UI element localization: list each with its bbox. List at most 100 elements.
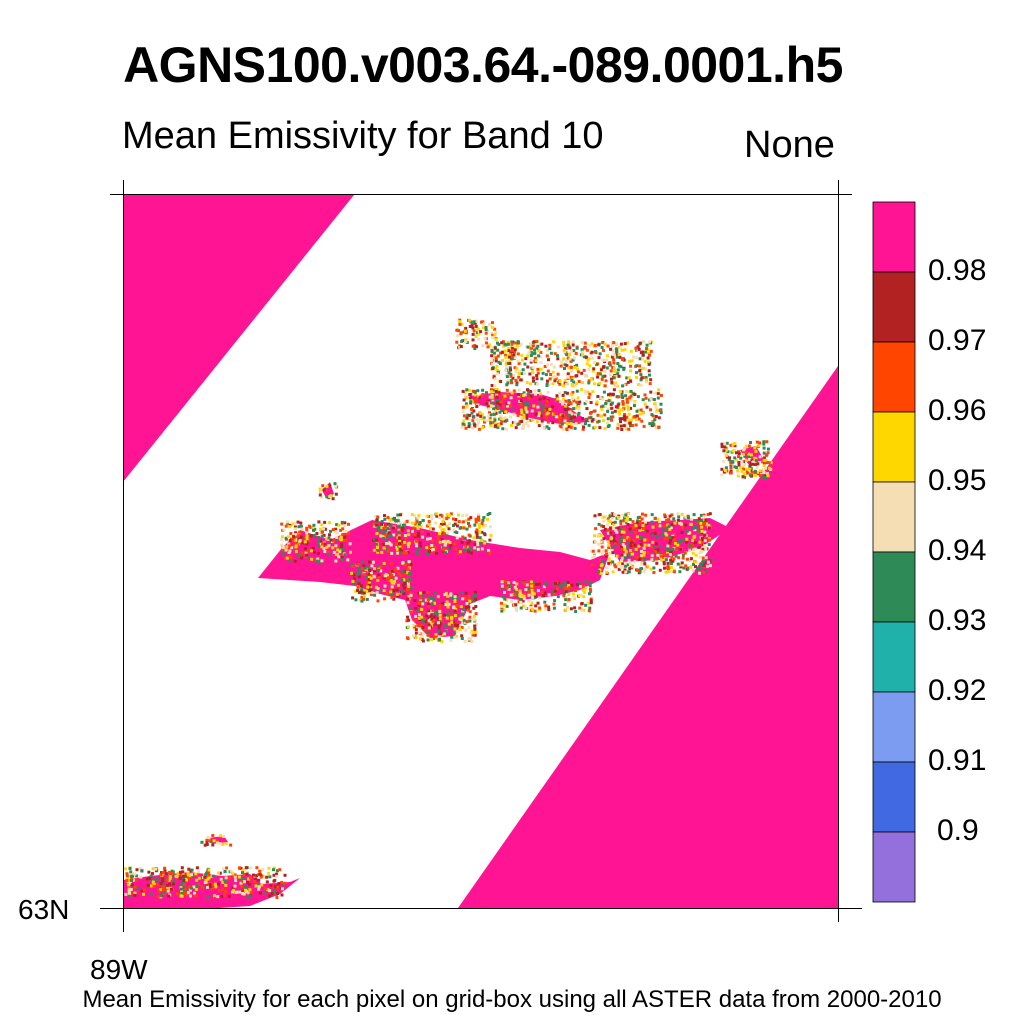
speckle-pixel xyxy=(505,372,509,376)
speckle-pixel xyxy=(348,542,352,546)
speckle-pixel xyxy=(655,561,659,565)
speckle-pixel xyxy=(386,516,390,520)
speckle-pixel xyxy=(396,551,400,555)
speckle-pixel xyxy=(252,873,255,877)
speckle-pixel xyxy=(669,538,672,542)
speckle-pixel xyxy=(615,530,619,534)
speckle-pixel xyxy=(577,594,581,598)
speckle-pixel xyxy=(508,366,512,370)
speckle-pixel xyxy=(400,546,404,550)
speckle-pixel xyxy=(249,894,253,898)
speckle-pixel xyxy=(444,541,448,545)
speckle-pixel xyxy=(243,885,247,889)
speckle-pixel xyxy=(589,416,593,420)
speckle-pixel xyxy=(467,550,470,554)
speckle-pixel xyxy=(493,384,497,388)
speckle-pixel xyxy=(646,551,650,555)
speckle-pixel xyxy=(534,359,538,363)
speckle-pixel xyxy=(464,396,468,400)
speckle-pixel xyxy=(496,372,499,376)
speckle-pixel xyxy=(600,377,604,381)
speckle-pixel xyxy=(569,402,573,406)
speckle-pixel xyxy=(417,546,421,550)
speckle-pixel xyxy=(379,589,383,593)
speckle-pixel xyxy=(396,517,400,521)
speckle-pixel xyxy=(181,874,185,878)
speckle-pixel xyxy=(584,580,588,584)
speckle-pixel xyxy=(386,522,390,526)
speckle-pixel xyxy=(666,561,670,565)
speckle-pixel xyxy=(501,427,505,431)
speckle-pixel xyxy=(452,605,456,609)
speckle-pixel xyxy=(492,407,496,411)
speckle-pixel xyxy=(263,891,267,895)
speckle-pixel xyxy=(684,564,688,568)
speckle-pixel xyxy=(467,425,471,428)
speckle-pixel xyxy=(602,525,606,529)
speckle-pixel xyxy=(622,536,626,540)
speckle-pixel xyxy=(478,536,482,540)
speckle-pixel xyxy=(420,530,424,534)
speckle-pixel xyxy=(203,875,207,879)
speckle-pixel xyxy=(752,460,756,464)
speckle-pixel xyxy=(521,423,525,427)
speckle-pixel xyxy=(734,458,738,462)
speckle-pixel xyxy=(269,883,273,887)
speckle-pixel xyxy=(442,522,446,526)
speckle-pixel xyxy=(362,597,366,601)
speckle-pixel xyxy=(379,565,383,569)
speckle-pixel xyxy=(622,539,626,543)
speckle-pixel xyxy=(129,888,133,891)
speckle-pixel xyxy=(471,389,475,393)
speckle-pixel xyxy=(514,370,518,374)
speckle-pixel xyxy=(642,546,646,550)
speckle-pixel xyxy=(517,393,520,396)
speckle-pixel xyxy=(482,516,486,520)
speckle-pixel xyxy=(413,533,417,537)
speckle-pixel xyxy=(400,590,404,593)
speckle-pixel xyxy=(682,566,686,570)
speckle-pixel xyxy=(437,635,441,639)
speckle-pixel xyxy=(445,613,449,617)
speckle-pixel xyxy=(409,586,413,590)
speckle-pixel xyxy=(544,581,548,585)
speckle-pixel xyxy=(629,394,633,398)
speckle-pixel xyxy=(372,522,376,526)
speckle-pixel xyxy=(445,616,449,620)
speckle-pixel xyxy=(615,352,619,356)
speckle-pixel xyxy=(504,427,508,431)
speckle-pixel xyxy=(281,545,285,549)
speckle-pixel xyxy=(552,606,556,610)
speckle-pixel xyxy=(460,637,464,640)
speckle-pixel xyxy=(145,877,149,881)
speckle-pixel xyxy=(623,556,627,560)
speckle-pixel xyxy=(605,366,609,370)
speckle-pixel xyxy=(757,444,761,448)
speckle-pixel xyxy=(577,404,581,408)
speckle-pixel xyxy=(627,537,631,541)
speckle-pixel xyxy=(468,393,472,396)
speckle-pixel xyxy=(303,540,307,544)
speckle-pixel xyxy=(486,345,490,349)
speckle-pixel xyxy=(507,587,511,591)
speckle-pixel xyxy=(541,371,545,375)
speckle-pixel xyxy=(425,546,429,550)
speckle-pixel xyxy=(577,370,580,374)
speckle-pixel xyxy=(617,364,621,368)
speckle-pixel xyxy=(532,404,536,408)
speckle-pixel xyxy=(639,535,643,539)
speckle-pixel xyxy=(494,337,498,341)
speckle-pixel xyxy=(185,893,189,897)
speckle-pixel xyxy=(650,558,654,562)
speckle-pixel xyxy=(642,424,646,428)
speckle-pixel xyxy=(473,593,477,597)
speckle-pixel xyxy=(294,536,298,540)
speckle-pixel xyxy=(702,515,706,519)
speckle-pixel xyxy=(142,892,145,896)
speckle-pixel xyxy=(756,462,760,466)
speckle-pixel xyxy=(526,404,530,408)
speckle-pixel xyxy=(555,415,559,419)
speckle-pixel xyxy=(515,381,519,385)
speckle-pixel xyxy=(317,520,321,524)
speckle-pixel xyxy=(567,399,571,403)
